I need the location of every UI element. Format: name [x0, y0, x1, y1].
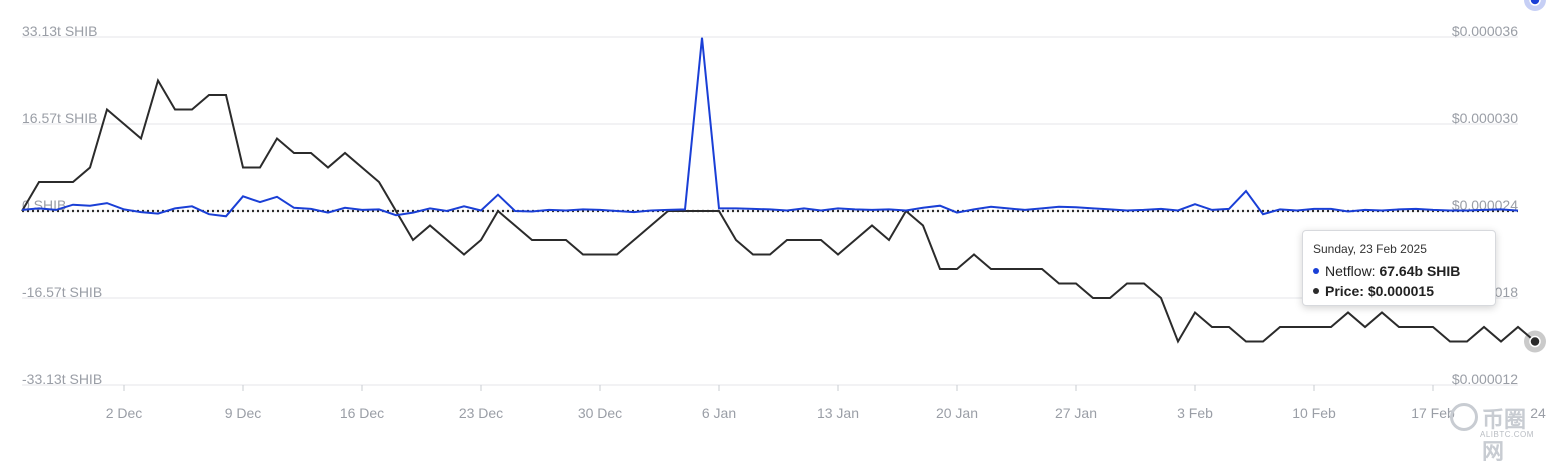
x-tick-label: 9 Dec [225, 405, 262, 421]
x-axis-labels: 2 Dec 9 Dec 16 Dec 23 Dec 30 Dec 6 Jan 13 Jan 2… [106, 385, 1548, 421]
x-tick-label: 27 Jan [1055, 405, 1097, 421]
hover-markers [1524, 0, 1546, 353]
tooltip: Sunday, 23 Feb 2025 Netflow: 67.64b SHIB… [1302, 230, 1496, 306]
x-tick-label: 10 Feb [1292, 405, 1336, 421]
tooltip-price-row: Price: $0.000015 [1313, 281, 1485, 301]
series-layer [21, 37, 1536, 344]
netflow-dot-icon [1313, 268, 1319, 275]
watermark-logo-icon [1450, 403, 1478, 431]
x-tick-label: 16 Dec [340, 405, 384, 421]
tooltip-price-label: Price: [1325, 283, 1364, 299]
x-tick-label: 13 Jan [817, 405, 859, 421]
series-line-netflow [21, 37, 1519, 218]
y-left-tick-label: -33.13t SHIB [22, 371, 102, 387]
y-right-tick-label: $0.000030 [1452, 110, 1518, 126]
x-tick-label: 17 Feb [1411, 405, 1455, 421]
right-axis-labels: $0.000036$0.000030$0.000024$0.000018$0.0… [1452, 23, 1518, 387]
hover-point-price [1529, 335, 1541, 348]
y-right-tick-label: $0.000012 [1452, 371, 1518, 387]
grid-lines [22, 36, 1518, 386]
x-tick-label: 24 Feb [1530, 405, 1548, 421]
tooltip-price-value: $0.000015 [1367, 283, 1434, 299]
x-tick-label: 20 Jan [936, 405, 978, 421]
tooltip-netflow-label: Netflow: [1325, 263, 1376, 279]
x-tick-label: 30 Dec [578, 405, 622, 421]
x-tick-label: 6 Jan [702, 405, 736, 421]
tooltip-date: Sunday, 23 Feb 2025 [1313, 242, 1427, 256]
x-tick-label: 2 Dec [106, 405, 143, 421]
tooltip-netflow-row: Netflow: 67.64b SHIB [1313, 261, 1485, 281]
tooltip-netflow-value: 67.64b SHIB [1379, 263, 1461, 279]
y-left-tick-label: -16.57t SHIB [22, 284, 102, 300]
y-left-tick-label: 16.57t SHIB [22, 110, 98, 126]
y-left-tick-label: 33.13t SHIB [22, 23, 98, 39]
price-dot-icon [1313, 288, 1319, 295]
series-line-price [21, 77, 1536, 344]
x-tick-label: 3 Feb [1177, 405, 1213, 421]
hover-point-netflow [1529, 0, 1541, 6]
x-tick-label: 23 Dec [459, 405, 503, 421]
watermark-subtext: ALIBTC.COM [1480, 430, 1534, 439]
y-right-tick-label: $0.000036 [1452, 23, 1518, 39]
watermark: 币圈网 ALIBTC.COM [1446, 400, 1546, 465]
